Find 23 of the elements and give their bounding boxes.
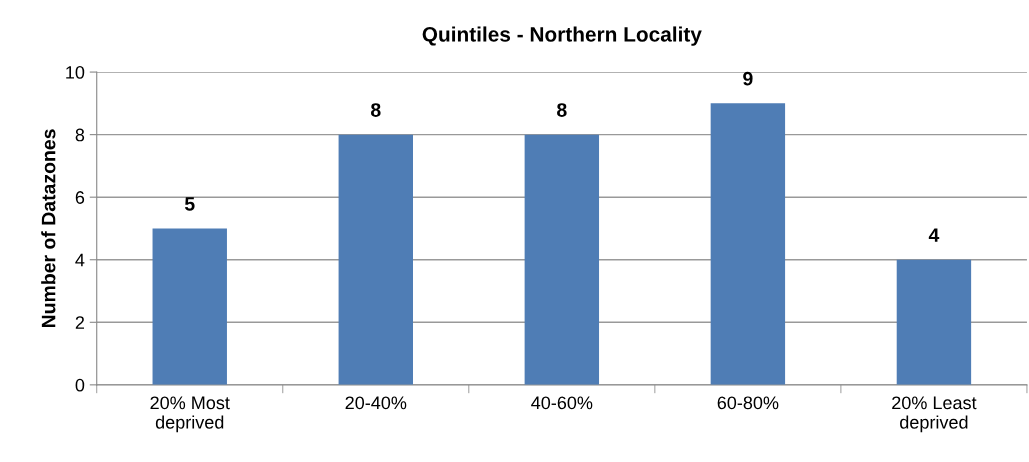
data-label: 4 — [928, 228, 940, 242]
y-tick-label: 10 — [66, 66, 85, 79]
bar — [152, 228, 227, 385]
x-tick-label: 20% Least deprived — [892, 396, 977, 433]
bar — [338, 134, 413, 385]
y-tick-label: 4 — [75, 253, 85, 267]
x-tick-label: 40-60% — [531, 396, 593, 410]
x-tick-label: 20-40% — [345, 396, 407, 410]
y-tick-label: 0 — [75, 378, 85, 392]
bar — [710, 103, 786, 385]
x-tick-label: 60-80% — [717, 396, 779, 410]
x-tick-label: 20% Most deprived — [150, 396, 230, 433]
y-tick-label: 6 — [75, 191, 85, 204]
y-tick-label: 2 — [75, 316, 85, 329]
bar — [896, 259, 972, 385]
y-tick-label: 8 — [75, 128, 85, 142]
bar — [524, 134, 600, 385]
data-label: 8 — [557, 103, 567, 117]
data-label: 9 — [743, 71, 753, 86]
data-label: 8 — [371, 103, 381, 117]
y-axis-title: Number of Datazones — [41, 129, 56, 328]
data-label: 5 — [184, 197, 195, 211]
chart-title: Quintiles - Northern Locality — [422, 26, 702, 46]
